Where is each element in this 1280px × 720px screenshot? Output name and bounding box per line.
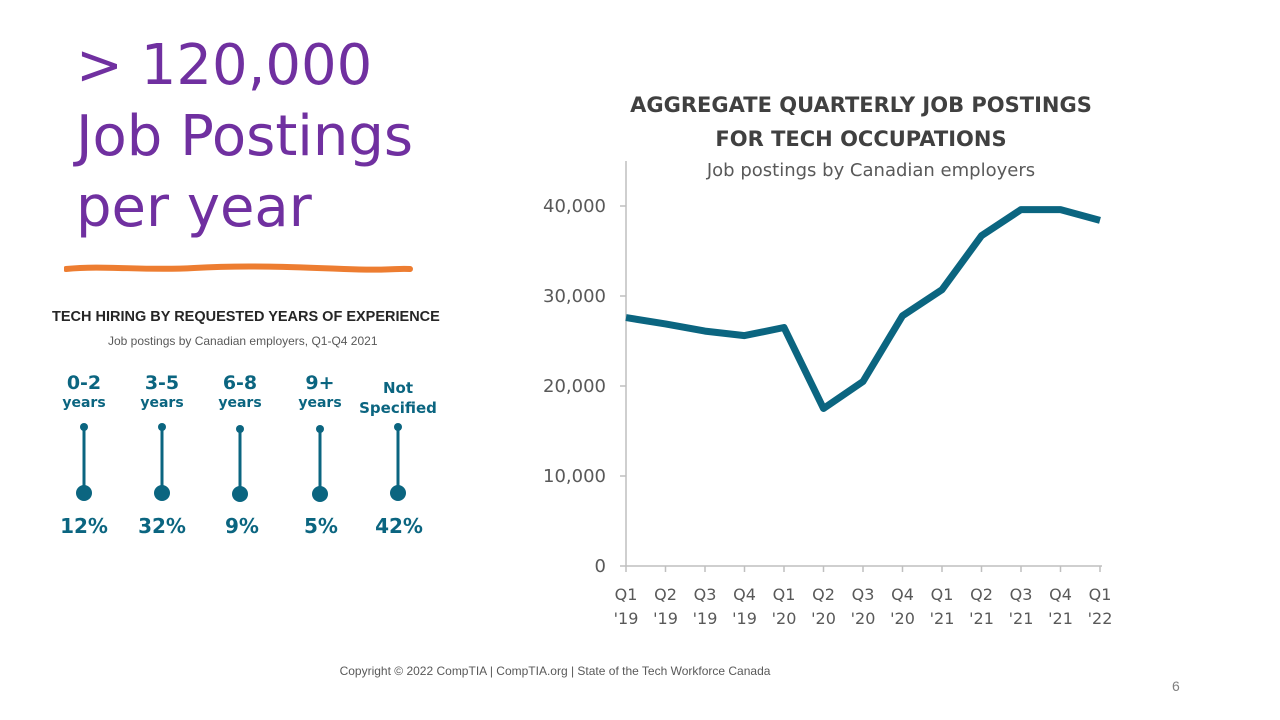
headline-line-2: Job Postings (76, 104, 414, 169)
chart-title: AGGREGATE QUARTERLY JOB POSTINGS FOR TEC… (596, 88, 1126, 156)
lollipop-2 (232, 425, 248, 502)
x-tick-label-year: '20 (851, 609, 876, 628)
experience-label-top: Not (382, 379, 414, 397)
x-tick-label-quarter: Q2 (970, 585, 993, 604)
x-tick-label-year: '20 (772, 609, 797, 628)
x-tick-label-year: '22 (1088, 609, 1113, 628)
series-line-0 (625, 206, 1101, 412)
lollipop-1 (154, 423, 170, 501)
experience-lollipops (76, 423, 406, 502)
x-tick-label-year: '21 (930, 609, 955, 628)
headline-underline (64, 263, 413, 273)
x-tick-label-quarter: Q1 (1089, 585, 1112, 604)
y-tick-label: 0 (595, 556, 606, 577)
experience-label-bottom: years (218, 395, 262, 411)
x-tick-label-quarter: Q4 (1049, 585, 1072, 604)
lollipop-4 (390, 423, 406, 501)
chart-subtitle: Job postings by Canadian employers (706, 160, 1036, 181)
y-tick-label: 20,000 (543, 376, 606, 397)
headline: > 120,000 Job Postings per year (76, 30, 413, 243)
experience-label-1: 3-5 years (122, 372, 202, 412)
y-tick-label: 10,000 (543, 466, 606, 487)
lollipop-3 (312, 425, 328, 502)
x-tick-label-year: '19 (653, 609, 678, 628)
x-tick-label-year: '21 (969, 609, 994, 628)
experience-title: TECH HIRING BY REQUESTED YEARS OF EXPERI… (52, 309, 440, 325)
experience-label-4: Not Specified (358, 378, 438, 418)
experience-subtitle: Job postings by Canadian employers, Q1-Q… (108, 334, 378, 348)
chart-title-line-1: AGGREGATE QUARTERLY JOB POSTINGS (630, 93, 1092, 117)
y-tick-label: 40,000 (543, 196, 606, 217)
x-tick-label-year: '21 (1048, 609, 1073, 628)
experience-percent-1: 32% (138, 514, 186, 538)
x-tick-label-quarter: Q3 (1010, 585, 1033, 604)
experience-label-bottom: years (140, 395, 184, 411)
experience-label-bottom: years (298, 395, 342, 411)
y-tick-label: 30,000 (543, 286, 606, 307)
x-tick-label-quarter: Q3 (694, 585, 717, 604)
x-tick-label-year: '19 (693, 609, 718, 628)
experience-label-3: 9+ years (280, 372, 360, 412)
x-tick-label-quarter: Q3 (852, 585, 875, 604)
experience-label-top: 3-5 (144, 372, 180, 394)
headline-line-3: per year (76, 175, 312, 240)
experience-label-bottom: years (62, 395, 106, 411)
x-tick-label-year: '19 (732, 609, 757, 628)
experience-percent-0: 12% (60, 514, 108, 538)
page-number: 6 (1172, 678, 1180, 694)
lollipop-0 (76, 423, 92, 501)
experience-label-top: 0-2 (66, 372, 102, 394)
experience-percent-4: 42% (375, 514, 423, 538)
x-tick-label-quarter: Q1 (615, 585, 638, 604)
x-tick-label-year: '20 (811, 609, 836, 628)
experience-percent-3: 5% (304, 514, 338, 538)
x-tick-label-quarter: Q4 (891, 585, 914, 604)
x-tick-label-quarter: Q1 (773, 585, 796, 604)
experience-label-top: 9+ (305, 372, 335, 394)
chart-title-line-2: FOR TECH OCCUPATIONS (715, 127, 1007, 151)
x-tick-label-year: '19 (614, 609, 639, 628)
experience-percent-2: 9% (225, 514, 259, 538)
x-tick-label-year: '20 (890, 609, 915, 628)
experience-label-0: 0-2 years (44, 372, 124, 412)
footer-copyright: Copyright © 2022 CompTIA | CompTIA.org |… (339, 664, 771, 678)
headline-number: > 120,000 (76, 33, 373, 98)
x-tick-label-quarter: Q2 (654, 585, 677, 604)
experience-label-2: 6-8 years (200, 372, 280, 412)
x-tick-label-quarter: Q2 (812, 585, 835, 604)
experience-label-bottom: Specified (359, 399, 437, 417)
x-tick-label-year: '21 (1009, 609, 1034, 628)
x-tick-label-quarter: Q1 (931, 585, 954, 604)
experience-label-top: 6-8 (222, 372, 258, 394)
x-tick-label-quarter: Q4 (733, 585, 756, 604)
